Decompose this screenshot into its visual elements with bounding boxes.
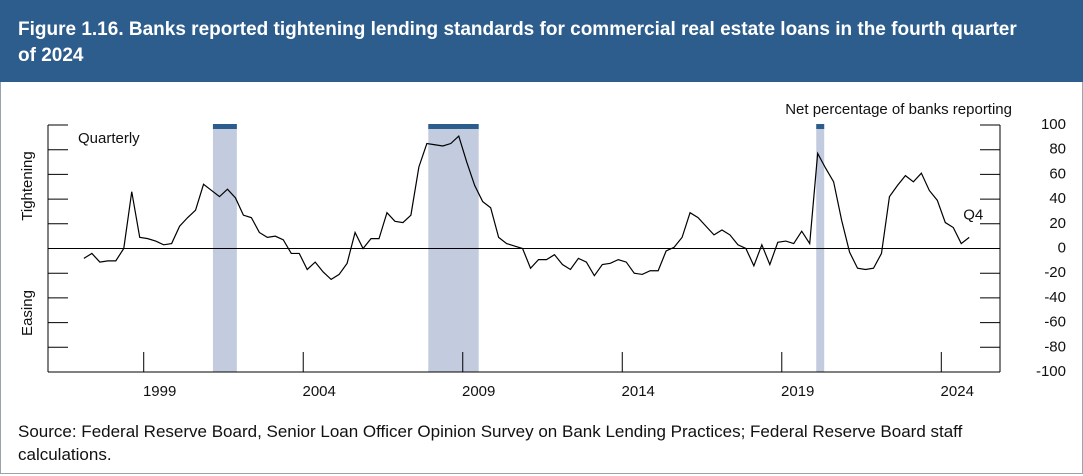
x-tick-label: 1999	[143, 383, 176, 400]
x-tick-label: 2024	[941, 383, 974, 400]
y-tick-label: -40	[1044, 289, 1066, 306]
easing-label: Easing	[19, 290, 36, 336]
x-tick-label: 2009	[462, 383, 495, 400]
y-tick-label: -80	[1044, 338, 1066, 355]
data-line	[83, 135, 970, 281]
tightening-label: Tightening	[19, 151, 36, 221]
y-tick-label: -60	[1044, 314, 1066, 331]
chart-title: Figure 1.16. Banks reported tightening l…	[0, 0, 1083, 82]
axis-note: Net percentage of banks reporting	[785, 101, 1012, 118]
source-note: Source: Federal Reserve Board, Senior Lo…	[18, 422, 963, 464]
annotation: Q4	[963, 206, 983, 223]
x-tick-label: 2004	[302, 383, 335, 400]
shaded-period-cap	[816, 124, 825, 129]
y-tick-label: 80	[1049, 141, 1066, 158]
y-tick-label: 20	[1049, 215, 1066, 232]
y-tick-label: 0	[1058, 239, 1066, 256]
frequency-label: Quarterly	[78, 130, 140, 147]
chart: Net percentage of banks reporting Quarte…	[19, 101, 1066, 400]
y-tick-label: -20	[1044, 264, 1066, 281]
x-tick-label: 2014	[622, 383, 655, 400]
shaded-period-cap	[212, 124, 237, 129]
x-tick-label: 2019	[781, 383, 814, 400]
y-tick-label: 100	[1041, 116, 1066, 133]
shaded-period-cap	[428, 124, 479, 129]
y-tick-label: 60	[1049, 165, 1066, 182]
y-tick-label: 40	[1049, 190, 1066, 207]
y-tick-label: -100	[1036, 363, 1066, 380]
